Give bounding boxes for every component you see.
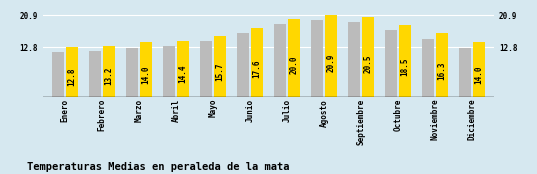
Bar [251,28,263,97]
Bar [459,48,471,97]
Bar [237,33,249,97]
Text: 15.7: 15.7 [215,62,224,81]
Text: 14.0: 14.0 [474,65,483,84]
Bar [288,19,300,97]
Bar [473,42,484,97]
Bar [274,24,286,97]
Text: Temperaturas Medias en peraleda de la mata: Temperaturas Medias en peraleda de la ma… [27,162,289,172]
Bar [214,36,226,97]
Bar [66,47,78,97]
Bar [200,41,212,97]
Bar [126,48,138,97]
Text: 16.3: 16.3 [437,61,446,80]
Bar [177,41,189,97]
Bar [362,17,374,97]
Text: 14.4: 14.4 [178,64,187,83]
Bar [89,51,101,97]
Bar [325,15,337,97]
Bar [385,30,397,97]
Text: 20.9: 20.9 [326,54,335,72]
Text: 20.0: 20.0 [289,55,299,74]
Text: 20.5: 20.5 [363,54,372,73]
Bar [422,38,434,97]
Text: 13.2: 13.2 [105,66,113,85]
Text: 18.5: 18.5 [400,58,409,76]
Bar [399,25,411,97]
Bar [103,46,115,97]
Bar [53,52,64,97]
Bar [436,33,448,97]
Text: 17.6: 17.6 [252,59,262,78]
Bar [140,42,152,97]
Text: 14.0: 14.0 [141,65,150,84]
Bar [163,46,175,97]
Bar [311,21,323,97]
Bar [348,22,360,97]
Text: 12.8: 12.8 [68,67,76,86]
